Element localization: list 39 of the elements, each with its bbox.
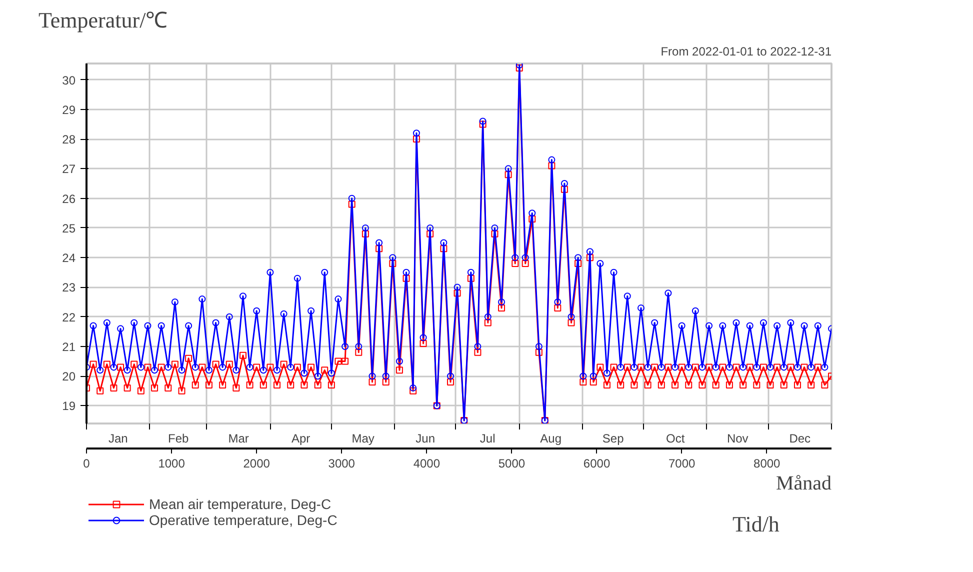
x2-axis-title: Månad: [776, 472, 832, 494]
x2-tick-label: Sep: [602, 432, 624, 446]
x-tick-label: 0: [83, 456, 90, 470]
x2-tick-label: Jul: [480, 432, 496, 446]
x2-tick-label: Nov: [726, 432, 748, 446]
x2-tick-label: Jan: [108, 432, 128, 446]
x2-tick-label: Aug: [540, 432, 562, 446]
x-tick-label: 6000: [583, 456, 610, 470]
x2-tick-label: Feb: [168, 432, 190, 446]
x-tick-label: 5000: [498, 456, 526, 470]
y-tick-label: 22: [62, 310, 76, 324]
y-tick-label: 26: [62, 192, 76, 206]
x-tick-label: 3000: [328, 456, 356, 470]
y-tick-label: 25: [62, 221, 76, 236]
x-axis-title: Tid/h: [732, 512, 780, 536]
legend-label: Mean air temperature, Deg-C: [149, 496, 332, 512]
y-tick-label: 21: [62, 340, 76, 354]
y-tick-label: 24: [62, 251, 76, 266]
x2-tick-label: Mar: [228, 432, 249, 446]
y-tick-label: 28: [62, 132, 76, 147]
x2-tick-label: May: [352, 432, 374, 446]
x2-tick-label: Oct: [666, 432, 686, 446]
y-axis-title: Temperatur/℃: [38, 8, 168, 32]
legend-label: Operative temperature, Deg-C: [149, 512, 338, 528]
y-tick-label: 30: [62, 73, 76, 88]
x-tick-label: 8000: [754, 456, 781, 470]
x2-tick-label: Apr: [291, 432, 310, 446]
x2-tick-label: Dec: [789, 432, 811, 446]
y-tick-label: 20: [62, 370, 76, 384]
y-tick-label: 29: [62, 102, 76, 117]
x2-tick-label: Jun: [416, 432, 436, 446]
y-tick-label: 27: [62, 162, 76, 176]
x-tick-label: 2000: [243, 456, 270, 470]
y-tick-label: 23: [62, 280, 76, 295]
x-tick-label: 1000: [158, 456, 186, 470]
x-tick-label: 7000: [668, 456, 696, 470]
x-tick-label: 4000: [413, 456, 440, 470]
y-tick-label: 19: [62, 399, 76, 414]
chart-subtitle: From 2022-01-01 to 2022-12-31: [660, 44, 832, 58]
